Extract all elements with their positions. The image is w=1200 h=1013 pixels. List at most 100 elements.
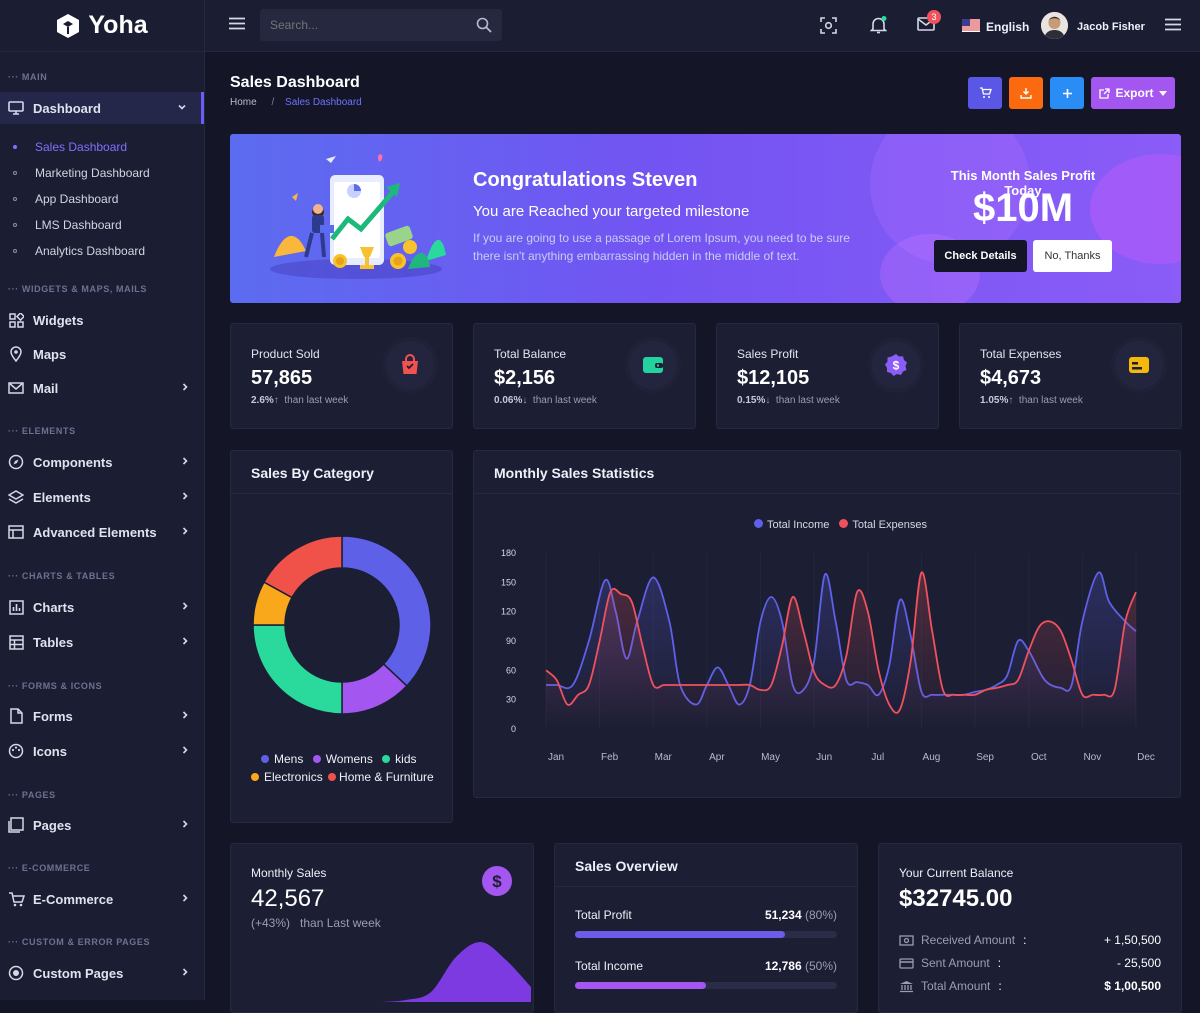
svg-text:$: $	[492, 872, 502, 890]
x-tick-label: Jun	[816, 752, 832, 763]
bullet-icon	[13, 197, 17, 201]
chevron-right-icon	[180, 491, 190, 501]
dollar-badge-icon: $	[868, 337, 924, 393]
user-name[interactable]: Jacob Fisher	[1077, 21, 1145, 33]
card-icon	[899, 957, 914, 969]
section-charts: ··· CHARTS & TABLES	[8, 571, 116, 581]
map-pin-icon	[7, 345, 25, 363]
sidebar-item-maps[interactable]: Maps	[0, 338, 204, 370]
sidebar-item-ecommerce[interactable]: E-Commerce	[0, 883, 204, 915]
x-tick-label: Jan	[548, 752, 564, 763]
layers-icon	[7, 488, 25, 506]
user-avatar[interactable]	[1041, 12, 1068, 39]
sidebar-item-elements[interactable]: Elements	[0, 481, 204, 513]
sidebar-item-charts[interactable]: Charts	[0, 591, 204, 623]
stat-change: 0.15%↓ than last week	[737, 395, 840, 406]
x-tick-label: May	[761, 752, 780, 763]
logo-cube-icon	[56, 13, 80, 39]
pages-icon	[7, 816, 25, 834]
sidebar-item-pages[interactable]: Pages	[0, 809, 204, 841]
banner-subheading: You are Reached your targeted milestone	[473, 203, 750, 220]
balance-row-value: - 25,500	[1116, 956, 1161, 970]
divider	[555, 886, 857, 887]
dollar-icon: $	[482, 866, 512, 896]
stat-label: Product Sold	[251, 347, 320, 361]
chevron-right-icon	[180, 819, 190, 829]
donut-slice-kids[interactable]	[252, 624, 343, 715]
sidebar-item-custom-pages[interactable]: Custom Pages	[0, 957, 204, 989]
balance-value: $32745.00	[899, 885, 1013, 912]
sidebar-item-label: Custom Pages	[33, 965, 124, 981]
series-line-total-expenses[interactable]	[545, 571, 1137, 714]
sidebar-subitem-sales-dashboard[interactable]: Sales Dashboard	[0, 135, 204, 159]
sidebar-item-advanced-elements[interactable]: Advanced Elements	[0, 516, 204, 548]
stat-card-product-sold: Product Sold 57,865 2.6%↑ than last week	[230, 323, 453, 429]
download-button[interactable]	[1009, 77, 1043, 109]
settings-menu-icon[interactable]	[1165, 18, 1181, 31]
bank-icon	[899, 980, 914, 993]
download-icon	[1020, 87, 1032, 99]
category-legend: Mens Womens kids Electronics Home & Furn…	[251, 750, 441, 786]
chevron-right-icon	[180, 745, 190, 755]
sidebar-item-widgets[interactable]: Widgets	[0, 304, 204, 336]
milestone-illustration	[266, 149, 446, 284]
monthly-sales-change: (+43%) than Last week	[251, 916, 381, 930]
y-tick-label: 60	[506, 665, 516, 675]
sidebar-item-icons[interactable]: Icons	[0, 735, 204, 767]
no-thanks-button[interactable]: No, Thanks	[1033, 240, 1112, 272]
menu-toggle-icon[interactable]	[229, 17, 245, 30]
balance-row-value: $ 1,00,500	[1104, 979, 1161, 993]
legend-item-total-expenses[interactable]: Total Expenses	[839, 519, 927, 531]
sidebar-subitem-marketing-dashboard[interactable]: Marketing Dashboard	[0, 161, 204, 185]
legend-item-kids[interactable]: kids	[376, 752, 417, 766]
breadcrumb-separator: /	[271, 97, 275, 108]
monthly-sales-label: Monthly Sales	[251, 866, 327, 880]
donut-slice-mens[interactable]	[341, 535, 432, 687]
y-tick-label: 180	[501, 548, 516, 558]
export-button[interactable]: Export	[1091, 77, 1175, 109]
add-button[interactable]	[1050, 77, 1084, 109]
fullscreen-icon[interactable]	[820, 17, 837, 34]
balance-label: Your Current Balance	[899, 866, 1014, 880]
legend-item-home-furniture[interactable]: Home & Furniture	[326, 770, 434, 784]
cart-button[interactable]	[968, 77, 1002, 109]
legend-item-mens[interactable]: Mens	[251, 752, 303, 766]
export-label: Export	[1115, 86, 1154, 100]
legend-dot	[754, 519, 763, 528]
banner-heading: Congratulations Steven	[473, 169, 698, 191]
sidebar-item-components[interactable]: Components	[0, 446, 204, 478]
table-icon	[7, 633, 25, 651]
legend-item-electronics[interactable]: Electronics	[251, 770, 323, 784]
legend-item-womens[interactable]: Womens	[307, 752, 373, 766]
card-title: Sales By Category	[251, 465, 374, 481]
sidebar-item-label: Forms	[33, 708, 73, 724]
breadcrumb-home[interactable]: Home	[230, 97, 257, 108]
chevron-right-icon	[180, 636, 190, 646]
app-name: Yoha	[88, 11, 148, 39]
language-selector[interactable]: English	[986, 20, 1030, 34]
search-icon[interactable]	[476, 17, 492, 33]
donut-slice-home-furniture[interactable]	[262, 535, 343, 599]
sidebar-subitem-app-dashboard[interactable]: App Dashboard	[0, 187, 204, 211]
stat-card-total-expenses: Total Expenses $4,673 1.05%↑ than last w…	[959, 323, 1182, 429]
sidebar-subitem-analytics-dashboard[interactable]: Analytics Dashboard	[0, 239, 204, 263]
current-balance-card: Your Current Balance $32745.00 Received …	[878, 843, 1182, 1013]
sidebar-item-forms[interactable]: Forms	[0, 700, 204, 732]
sidebar-item-mail[interactable]: Mail	[0, 372, 204, 404]
search-input[interactable]	[260, 9, 470, 41]
sidebar-subitem-lms-dashboard[interactable]: LMS Dashboard	[0, 213, 204, 237]
stat-label: Sales Profit	[737, 347, 799, 361]
sidebar-item-label: Icons	[33, 743, 67, 759]
caret-down-icon	[1158, 90, 1167, 96]
sidebar-item-tables[interactable]: Tables	[0, 626, 204, 658]
line-chart-legend: Total Income Total Expenses	[754, 519, 927, 531]
check-details-button[interactable]: Check Details	[934, 240, 1027, 272]
legend-item-total-income[interactable]: Total Income	[754, 519, 829, 531]
top-header: 3 English Jacob Fisher	[205, 0, 1200, 52]
section-ecommerce: ··· E-COMMERCE	[8, 863, 91, 873]
legend-dot	[382, 755, 391, 763]
notification-bell-icon[interactable]	[870, 16, 887, 34]
y-tick-label: 120	[501, 607, 516, 617]
sidebar-item-dashboard[interactable]: Dashboard	[0, 92, 204, 124]
logo[interactable]: Yoha	[0, 0, 204, 52]
